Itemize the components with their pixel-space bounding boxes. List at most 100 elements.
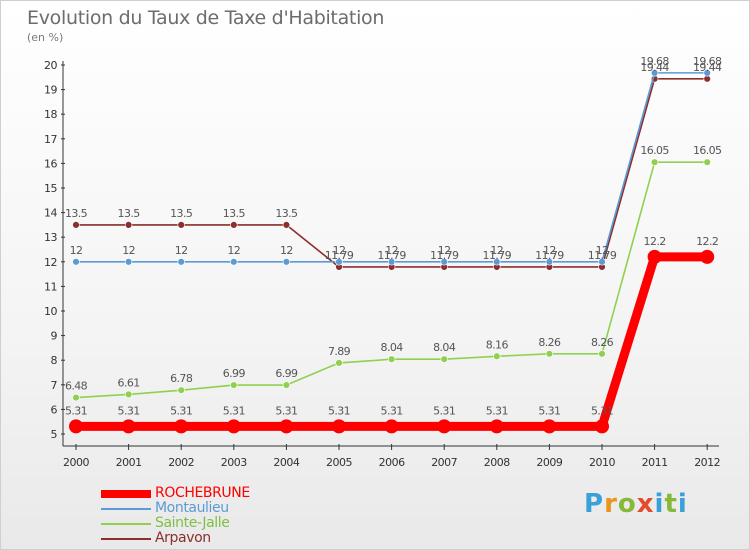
legend-swatch bbox=[101, 538, 151, 540]
x-tick-label: 2004 bbox=[273, 456, 299, 469]
data-label: 5.31 bbox=[538, 404, 560, 417]
data-label: 5.31 bbox=[223, 404, 245, 417]
data-label: 13.5 bbox=[118, 207, 141, 220]
data-label: 8.26 bbox=[591, 336, 614, 349]
logo-letter: t bbox=[664, 489, 678, 519]
legend-swatch bbox=[101, 490, 151, 498]
data-label: 11.79 bbox=[430, 249, 459, 262]
data-label: 5.31 bbox=[486, 404, 508, 417]
data-point bbox=[545, 350, 554, 358]
data-label: 13.5 bbox=[65, 207, 88, 220]
y-tick-label: 6 bbox=[51, 403, 58, 416]
data-point bbox=[493, 258, 501, 266]
legend-label: ROCHEBRUNE bbox=[155, 485, 250, 501]
data-point bbox=[335, 258, 343, 266]
chart-title: Evolution du Taux de Taxe d'Habitation bbox=[27, 7, 385, 29]
logo-letter: i bbox=[677, 489, 688, 519]
x-tick-label: 2003 bbox=[221, 456, 247, 469]
data-point bbox=[595, 419, 609, 434]
data-point bbox=[440, 258, 448, 266]
data-point bbox=[69, 419, 83, 434]
data-point bbox=[174, 419, 189, 434]
y-tick-label: 11 bbox=[44, 280, 57, 293]
y-tick-label: 18 bbox=[44, 108, 57, 121]
data-label: 19.68 bbox=[640, 55, 669, 68]
y-tick-label: 13 bbox=[44, 231, 57, 244]
data-point bbox=[437, 419, 452, 434]
data-point bbox=[282, 258, 291, 266]
data-label: 11.79 bbox=[483, 249, 512, 262]
x-tick-label: 2012 bbox=[694, 456, 720, 469]
chart-unit: (en %) bbox=[27, 31, 64, 44]
data-label: 5.31 bbox=[433, 404, 455, 417]
data-point bbox=[124, 390, 133, 399]
data-point bbox=[177, 221, 185, 229]
x-tick-label: 2010 bbox=[589, 456, 615, 469]
data-label: 5.31 bbox=[381, 404, 403, 417]
data-label: 12 bbox=[543, 244, 556, 257]
x-tick-label: 2007 bbox=[431, 456, 457, 469]
data-point bbox=[226, 419, 241, 434]
data-label: 12.2 bbox=[644, 235, 666, 248]
y-tick-label: 5 bbox=[51, 428, 58, 441]
data-label: 12 bbox=[175, 244, 188, 257]
data-label: 19.44 bbox=[640, 61, 669, 74]
data-label: 11.79 bbox=[325, 249, 354, 262]
data-point bbox=[542, 419, 557, 434]
data-point bbox=[650, 69, 659, 77]
data-label: 6.99 bbox=[275, 367, 298, 380]
data-label: 5.31 bbox=[275, 404, 297, 417]
data-point bbox=[177, 258, 185, 266]
data-point bbox=[279, 419, 294, 434]
data-point bbox=[493, 352, 501, 360]
data-label: 6.48 bbox=[65, 380, 88, 393]
data-point bbox=[335, 359, 343, 367]
data-point bbox=[650, 158, 659, 166]
data-label: 11.79 bbox=[535, 249, 564, 262]
y-tick-label: 16 bbox=[44, 157, 57, 170]
data-point bbox=[332, 419, 346, 434]
data-label: 12 bbox=[70, 244, 83, 257]
data-label: 5.31 bbox=[328, 404, 350, 417]
data-label: 8.26 bbox=[538, 336, 561, 349]
legend-label: Montaulieu bbox=[155, 500, 229, 516]
data-point bbox=[230, 258, 238, 266]
logo-letter: o bbox=[617, 489, 637, 519]
data-point bbox=[230, 381, 238, 389]
data-label: 16.05 bbox=[640, 144, 669, 157]
x-tick-label: 2006 bbox=[379, 456, 405, 469]
data-point bbox=[489, 419, 504, 434]
data-point bbox=[72, 221, 80, 229]
data-label: 5.31 bbox=[591, 404, 613, 417]
y-tick-label: 10 bbox=[44, 305, 57, 318]
series-line-arpavon bbox=[75, 77, 709, 268]
data-label: 5.31 bbox=[170, 404, 192, 417]
data-label: 12 bbox=[227, 244, 240, 257]
data-label: 12 bbox=[596, 244, 609, 257]
data-point bbox=[387, 355, 396, 363]
data-point bbox=[282, 381, 291, 389]
data-point bbox=[598, 258, 606, 266]
y-tick-label: 19 bbox=[44, 84, 57, 97]
y-tick-label: 15 bbox=[44, 182, 57, 195]
x-tick-label: 2008 bbox=[484, 456, 510, 469]
y-tick-label: 7 bbox=[51, 379, 58, 392]
data-point bbox=[384, 419, 399, 434]
legend-swatch bbox=[101, 508, 151, 510]
data-point bbox=[282, 221, 291, 229]
data-point bbox=[545, 258, 554, 266]
data-point bbox=[700, 249, 715, 264]
data-point bbox=[72, 258, 80, 266]
data-label: 6.99 bbox=[223, 367, 246, 380]
x-tick-label: 2011 bbox=[642, 456, 668, 469]
data-label: 12 bbox=[438, 244, 451, 257]
data-label: 19.44 bbox=[693, 61, 722, 74]
data-point bbox=[177, 386, 185, 394]
legend-swatch bbox=[101, 523, 151, 525]
y-tick-label: 14 bbox=[44, 207, 57, 220]
x-tick-label: 2009 bbox=[536, 456, 562, 469]
data-label: 12 bbox=[122, 244, 135, 257]
data-label: 13.5 bbox=[223, 207, 246, 220]
